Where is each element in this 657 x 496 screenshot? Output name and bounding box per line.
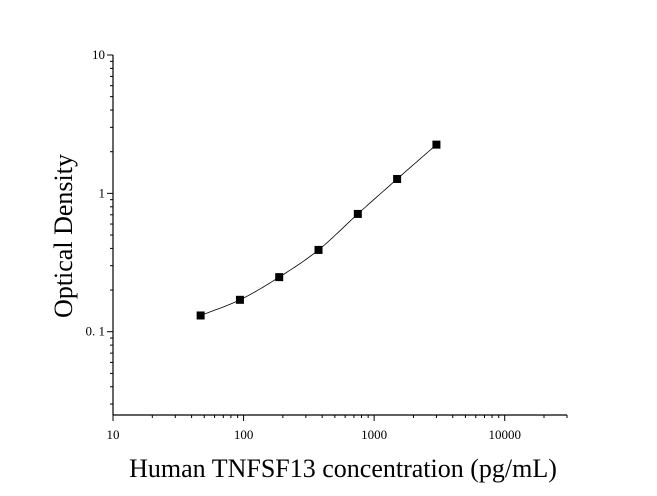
y-tick-label: 10 (92, 47, 105, 62)
axes (107, 54, 568, 421)
data-point (275, 273, 284, 282)
x-tick-label: 1000 (361, 427, 387, 442)
data-point (235, 295, 244, 304)
data-point (393, 174, 402, 183)
data-point (432, 140, 441, 149)
x-tick-label: 10 (107, 427, 120, 442)
fit-curve (200, 144, 437, 316)
data-points (196, 140, 441, 320)
y-tick-label: 0. 1 (86, 324, 106, 339)
x-tick-label: 100 (234, 427, 254, 442)
x-axis-title: Human TNFSF13 concentration (pg/mL) (129, 454, 557, 483)
tick-labels: 10 100 1000 10000 0. 1 1 10 (86, 47, 521, 442)
data-point (353, 209, 362, 218)
fit-curve-group (200, 144, 437, 316)
data-point (196, 311, 205, 320)
x-tick-label: 10000 (488, 427, 521, 442)
data-point (314, 245, 323, 254)
y-axis-title: Optical Density (49, 154, 78, 318)
y-tick-label: 1 (99, 185, 106, 200)
